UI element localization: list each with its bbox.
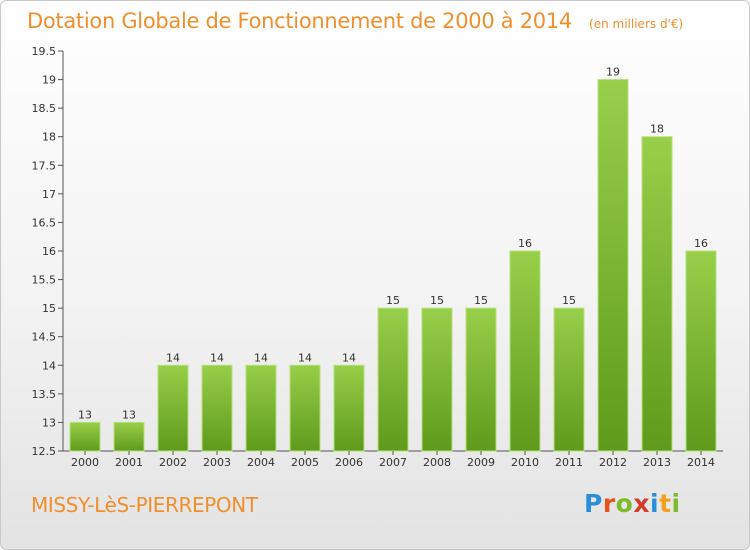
logo-letter: P <box>584 489 603 518</box>
bar <box>201 364 233 452</box>
x-tick-label: 2008 <box>423 456 451 469</box>
x-tick-label: 2010 <box>511 456 539 469</box>
x-tick-label: 2003 <box>203 456 231 469</box>
bar <box>245 364 277 452</box>
bar <box>465 307 497 452</box>
data-label: 14 <box>166 351 180 364</box>
y-tick-label: 15.5 <box>32 274 57 287</box>
y-tick-label: 16.5 <box>32 216 57 229</box>
x-tick-label: 2002 <box>159 456 187 469</box>
data-label: 15 <box>562 294 576 307</box>
bar <box>157 364 189 452</box>
bar <box>289 364 321 452</box>
y-tick-label: 15 <box>42 302 56 315</box>
y-tick-label: 19 <box>42 74 56 87</box>
data-label: 15 <box>430 294 444 307</box>
x-tick-label: 2014 <box>687 456 715 469</box>
bar <box>421 307 453 452</box>
data-label: 16 <box>518 237 532 250</box>
y-tick-label: 13.5 <box>32 388 57 401</box>
data-label: 15 <box>474 294 488 307</box>
data-label: 19 <box>606 66 620 79</box>
data-label: 13 <box>78 408 92 421</box>
logo-letter: t <box>659 489 672 518</box>
logo-letter: r <box>602 489 616 518</box>
data-label: 13 <box>122 408 136 421</box>
x-tick-label: 2005 <box>291 456 319 469</box>
x-tick-label: 2001 <box>115 456 143 469</box>
logo-letter: i <box>671 489 681 518</box>
bar <box>333 364 365 452</box>
y-tick-label: 18.5 <box>32 102 57 115</box>
y-tick-label: 17.5 <box>32 159 57 172</box>
y-tick-label: 19.5 <box>32 45 57 58</box>
x-tick-label: 2006 <box>335 456 363 469</box>
y-tick-label: 16 <box>42 245 56 258</box>
x-tick-label: 2013 <box>643 456 671 469</box>
data-label: 18 <box>650 123 664 136</box>
bar <box>377 307 409 452</box>
data-label: 14 <box>254 351 268 364</box>
proxiti-logo[interactable]: Proxiti <box>584 489 681 518</box>
y-tick-label: 13 <box>42 416 56 429</box>
logo-letter: x <box>633 489 650 518</box>
data-label: 14 <box>342 351 356 364</box>
bar <box>553 307 585 452</box>
y-tick-label: 14 <box>42 359 56 372</box>
y-tick-label: 17 <box>42 188 56 201</box>
y-tick-label: 18 <box>42 131 56 144</box>
data-label: 15 <box>386 294 400 307</box>
bar <box>69 421 101 452</box>
x-tick-label: 2011 <box>555 456 583 469</box>
y-tick-label: 14.5 <box>32 331 57 344</box>
bar <box>641 136 673 452</box>
x-tick-label: 2007 <box>379 456 407 469</box>
logo-letter: i <box>650 489 660 518</box>
y-tick-label: 12.5 <box>32 445 57 458</box>
commune-name: MISSY-LèS-PIERREPONT <box>31 493 258 517</box>
chart-subtitle: (en milliers d'€) <box>589 17 684 31</box>
title-row: Dotation Globale de Fonctionnement de 20… <box>27 9 683 33</box>
bar <box>685 250 717 452</box>
data-label: 14 <box>298 351 312 364</box>
x-tick-label: 2012 <box>599 456 627 469</box>
data-label: 14 <box>210 351 224 364</box>
bar <box>113 421 145 452</box>
x-tick-label: 2000 <box>71 456 99 469</box>
bar <box>509 250 541 452</box>
x-tick-label: 2004 <box>247 456 275 469</box>
data-label: 16 <box>694 237 708 250</box>
logo-letter: o <box>615 489 634 518</box>
x-tick-label: 2009 <box>467 456 495 469</box>
bar <box>597 79 629 452</box>
chart-title: Dotation Globale de Fonctionnement de 20… <box>27 9 572 33</box>
